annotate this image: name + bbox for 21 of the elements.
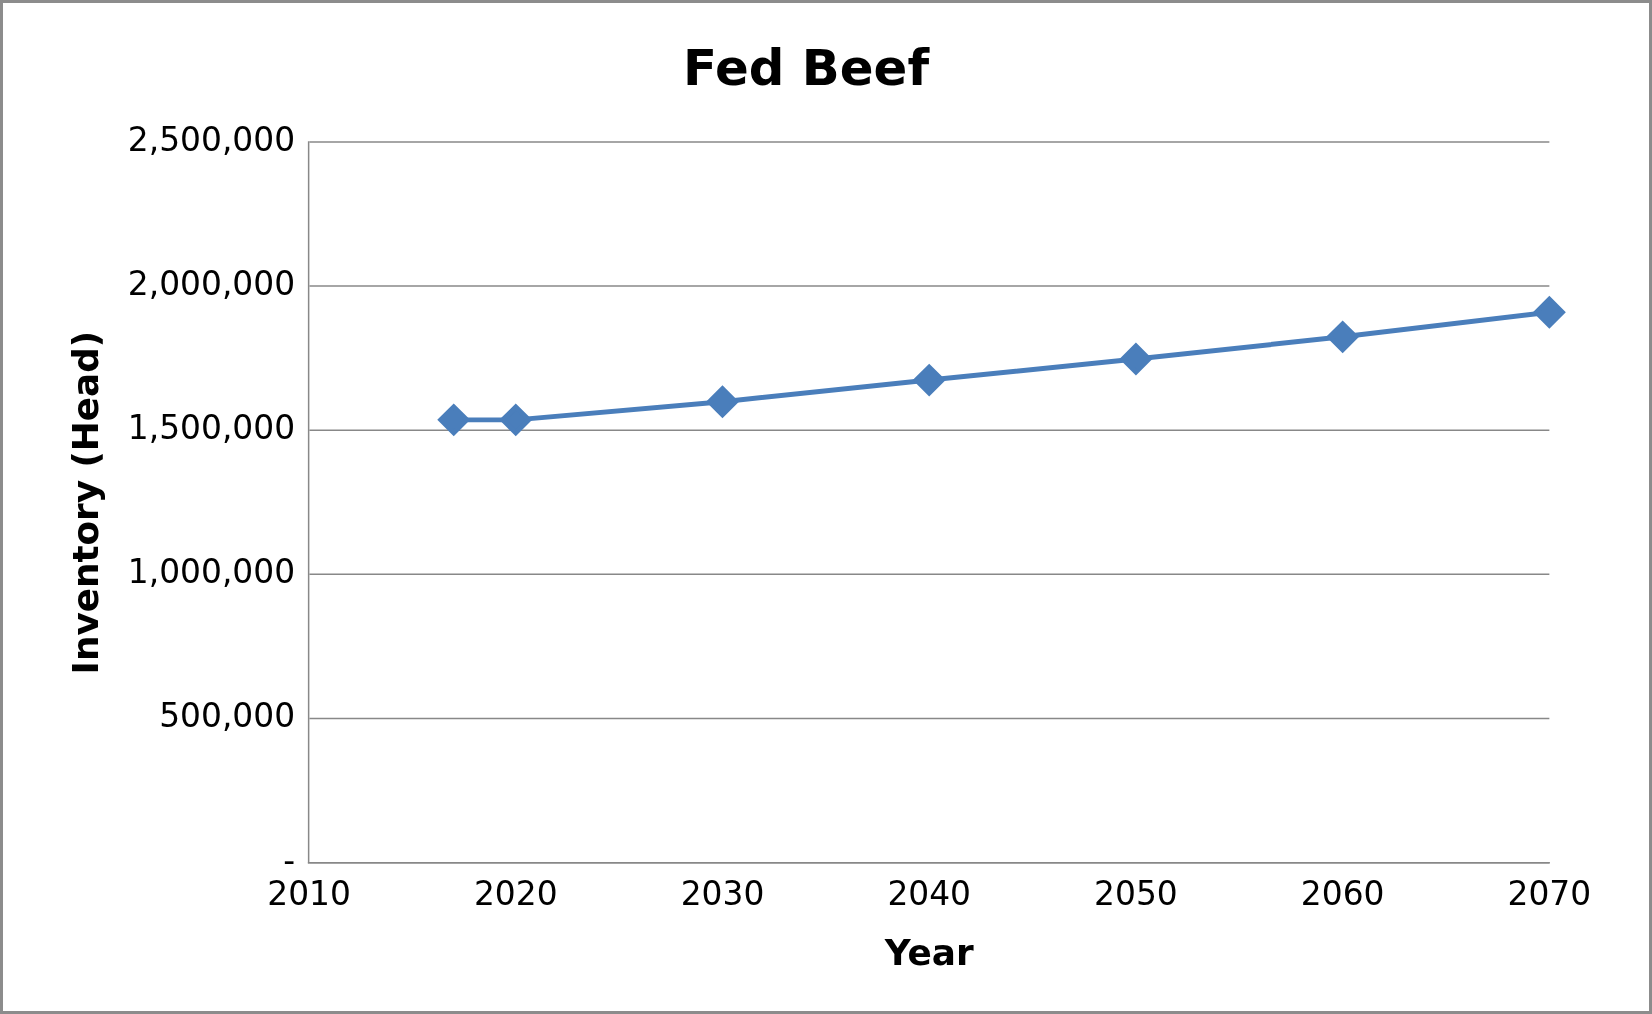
x-axis-title: Year [883, 932, 974, 974]
point [500, 404, 532, 436]
x-tick-label: 2030 [680, 875, 765, 914]
point [438, 404, 470, 436]
x-tick-label: 2060 [1300, 875, 1385, 914]
x-tick-label: 2070 [1507, 875, 1592, 914]
chart-title: Fed Beef [683, 39, 931, 98]
y-tick-label: 2,000,000 [127, 264, 296, 303]
y-axis-title: Inventory (Head) [64, 330, 106, 675]
y-tick-label: 1,000,000 [127, 553, 296, 592]
point [1327, 321, 1359, 353]
point [707, 386, 738, 418]
y-tick-label: 1,500,000 [127, 409, 296, 448]
y-tick-label: 500,000 [159, 697, 296, 736]
point [1533, 296, 1565, 328]
point [913, 364, 945, 396]
x-tick-label: 2040 [887, 875, 972, 914]
x-tick-label: 2050 [1094, 875, 1178, 914]
y-tick-label: 2,500,000 [127, 120, 296, 159]
x-tick-label: 2020 [473, 875, 558, 914]
point [1120, 343, 1152, 375]
